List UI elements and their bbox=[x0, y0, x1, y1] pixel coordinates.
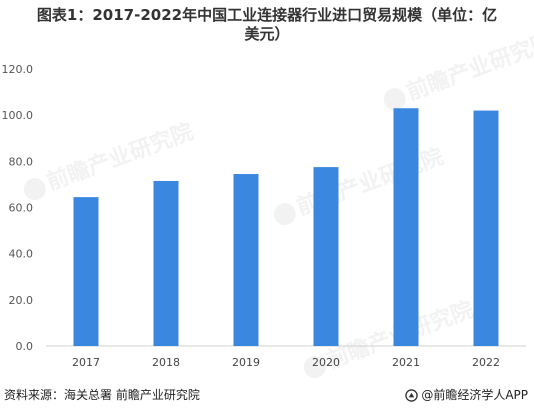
chart-title-line-2: 美元） bbox=[244, 25, 290, 43]
watermark-logo-icon bbox=[23, 178, 46, 201]
x-tick-label-2020: 2020 bbox=[312, 356, 340, 369]
y-tick-label: 100.0 bbox=[2, 109, 34, 122]
bar-2021 bbox=[393, 108, 419, 346]
chart-title-line-1: 图表1：2017-2022年中国工业连接器行业进口贸易规模（单位：亿 bbox=[36, 6, 498, 24]
y-tick-label: 80.0 bbox=[9, 155, 34, 168]
watermark-text: 前瞻产业研究院 bbox=[403, 29, 534, 106]
y-tick-label: 120.0 bbox=[2, 63, 34, 76]
watermark: 前瞻产业研究院 bbox=[273, 144, 447, 226]
watermark-logo-icon bbox=[303, 356, 326, 379]
bar-2020 bbox=[313, 167, 339, 346]
bar-2019 bbox=[233, 174, 259, 346]
x-tick-label-2021: 2021 bbox=[392, 356, 420, 369]
x-tick-label-2022: 2022 bbox=[472, 356, 500, 369]
x-tick-label-2018: 2018 bbox=[152, 356, 180, 369]
bar-2022 bbox=[473, 110, 499, 346]
bars bbox=[73, 108, 499, 346]
brand-credit: @前瞻经济学人APP bbox=[405, 386, 528, 404]
bar-2017 bbox=[73, 197, 99, 346]
qianzhan-logo-icon bbox=[405, 388, 419, 402]
source-note: 资料来源：海关总署 前瞻产业研究院 bbox=[4, 388, 200, 402]
y-axis-ticks: 0.0 20.0 40.0 60.0 80.0 100.0 120.0 bbox=[2, 63, 34, 353]
watermark: 前瞻产业研究院 bbox=[383, 29, 534, 111]
y-tick-label: 20.0 bbox=[9, 294, 34, 307]
footer: 资料来源：海关总署 前瞻产业研究院 @前瞻经济学人APP bbox=[0, 386, 534, 404]
bar-2018 bbox=[153, 180, 179, 346]
watermark-logo-icon bbox=[273, 203, 296, 226]
x-tick-label-2019: 2019 bbox=[232, 356, 260, 369]
x-axis-labels: 2017 2018 2019 2020 2021 2022 bbox=[72, 356, 500, 369]
y-tick-label: 40.0 bbox=[9, 248, 34, 261]
chart-title: 图表1：2017-2022年中国工业连接器行业进口贸易规模（单位：亿 美元） bbox=[0, 6, 534, 44]
y-tick-label: 0.0 bbox=[16, 340, 34, 353]
watermark-logo-icon bbox=[383, 88, 406, 111]
brand-text: @前瞻经济学人APP bbox=[421, 388, 528, 402]
y-tick-label: 60.0 bbox=[9, 202, 34, 215]
x-tick-label-2017: 2017 bbox=[72, 356, 100, 369]
